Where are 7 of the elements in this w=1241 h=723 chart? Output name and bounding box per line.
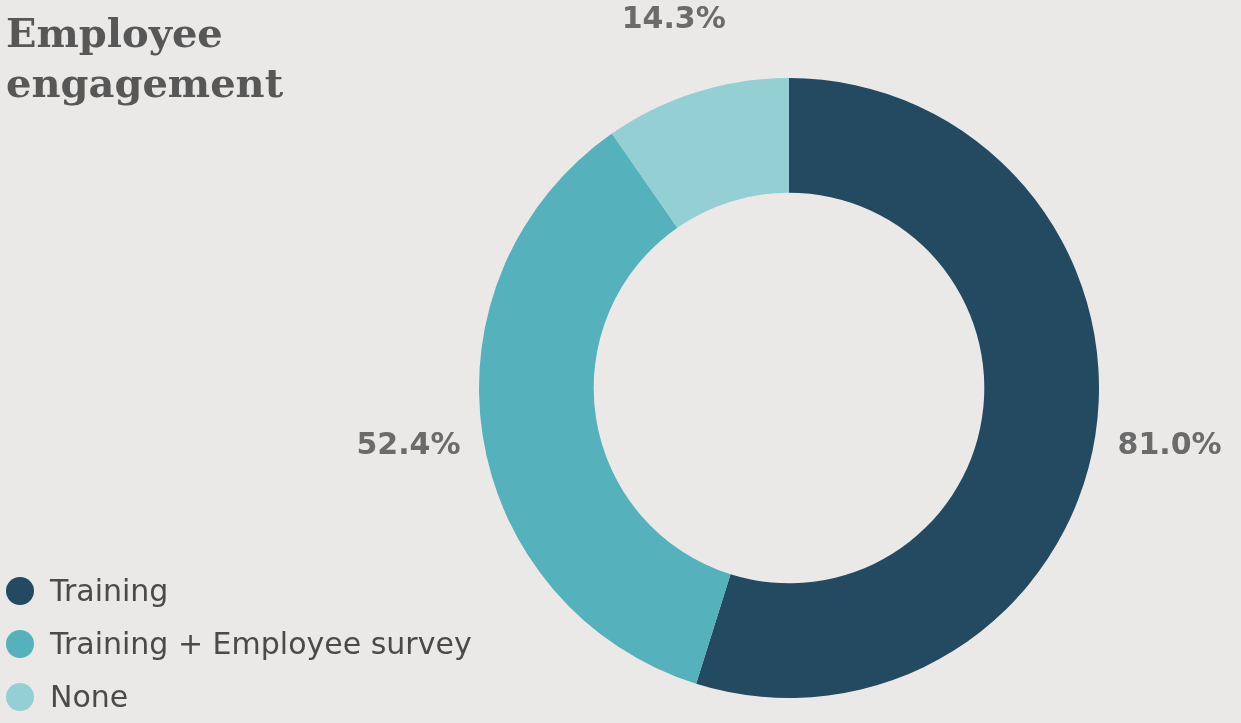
legend-label: None bbox=[50, 679, 129, 714]
data-label: 14.3% bbox=[621, 0, 726, 36]
data-label: 81.0% bbox=[1117, 426, 1222, 462]
legend-label: Training + Employee survey bbox=[50, 626, 472, 661]
data-label: 52.4% bbox=[356, 426, 461, 462]
text: Employee engagement bbox=[6, 8, 285, 108]
legend-label: Training bbox=[50, 573, 169, 608]
